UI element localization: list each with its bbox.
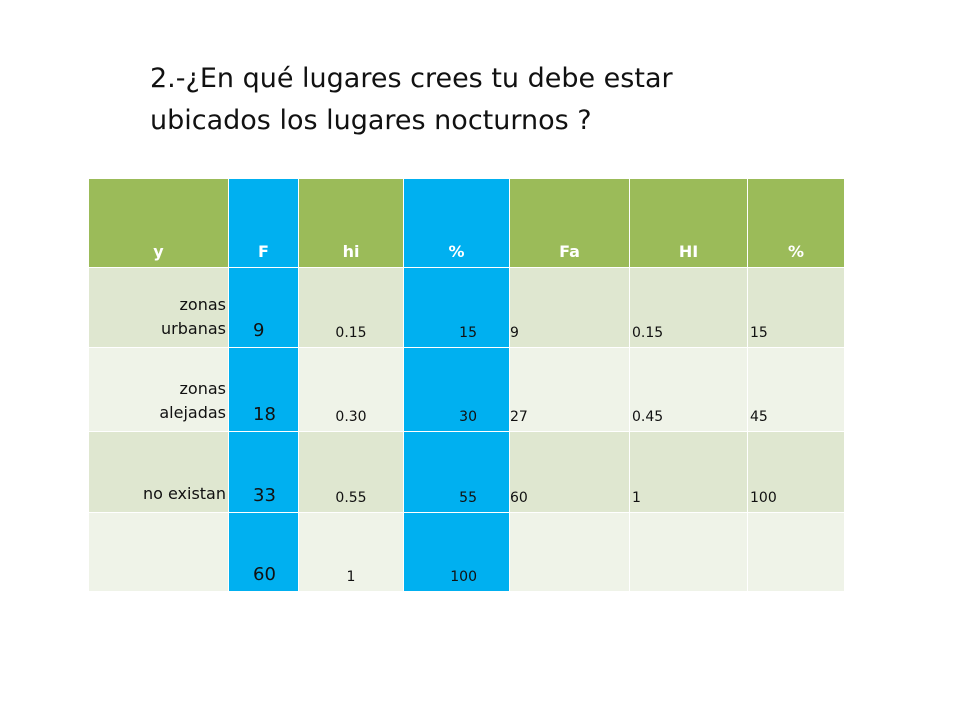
- table-row: zonas alejadas 18 0.30 30 27 0.45 45: [88, 347, 845, 432]
- slide-title: 2.-¿En qué lugares crees tu debe estar u…: [150, 58, 850, 142]
- header-hi: hi: [298, 178, 404, 268]
- hi-cumulative-cell: 0.15: [629, 267, 748, 348]
- hi-cell: 0.55: [298, 431, 404, 513]
- category-cell: [88, 512, 229, 592]
- f-cell: 9: [228, 267, 299, 348]
- table-header-row: y F hi % Fa HI %: [88, 178, 845, 268]
- fa-cell: 27: [509, 347, 630, 432]
- header-percent-cumulative: %: [747, 178, 845, 268]
- fa-cell: 60: [509, 431, 630, 513]
- header-fa: Fa: [509, 178, 630, 268]
- f-total-cell: 60: [228, 512, 299, 592]
- f-cell: 18: [228, 347, 299, 432]
- fa-cell: 9: [509, 267, 630, 348]
- hi-cell: 0.15: [298, 267, 404, 348]
- percent-cell: 55: [403, 431, 510, 513]
- category-cell: zonas urbanas: [88, 267, 229, 348]
- header-percent: %: [403, 178, 510, 268]
- percent-cumulative-cell: 100: [747, 431, 845, 513]
- hi-cumulative-cell: 1: [629, 431, 748, 513]
- fa-cell: [509, 512, 630, 592]
- percent-cumulative-cell: 45: [747, 347, 845, 432]
- table-row: no existan 33 0.55 55 60 1 100: [88, 431, 845, 513]
- percent-cumulative-cell: 15: [747, 267, 845, 348]
- category-cell: no existan: [88, 431, 229, 513]
- hi-cell: 0.30: [298, 347, 404, 432]
- category-cell: zonas alejadas: [88, 347, 229, 432]
- f-cell: 33: [228, 431, 299, 513]
- table-row: 60 1 100: [88, 512, 845, 592]
- percent-total-cell: 100: [403, 512, 510, 592]
- header-hi-cumulative: HI: [629, 178, 748, 268]
- header-f: F: [228, 178, 299, 268]
- percent-cell: 15: [403, 267, 510, 348]
- hi-total-cell: 1: [298, 512, 404, 592]
- frequency-table: y F hi % Fa HI % zonas urbanas 9 0.15 15 …: [88, 178, 845, 592]
- table-row: zonas urbanas 9 0.15 15 9 0.15 15: [88, 267, 845, 348]
- percent-cumulative-cell: [747, 512, 845, 592]
- hi-cumulative-cell: [629, 512, 748, 592]
- header-y: y: [88, 178, 229, 268]
- title-line-1: 2.-¿En qué lugares crees tu debe estar: [150, 63, 673, 94]
- percent-cell: 30: [403, 347, 510, 432]
- title-line-2: ubicados los lugares nocturnos ?: [150, 105, 592, 136]
- hi-cumulative-cell: 0.45: [629, 347, 748, 432]
